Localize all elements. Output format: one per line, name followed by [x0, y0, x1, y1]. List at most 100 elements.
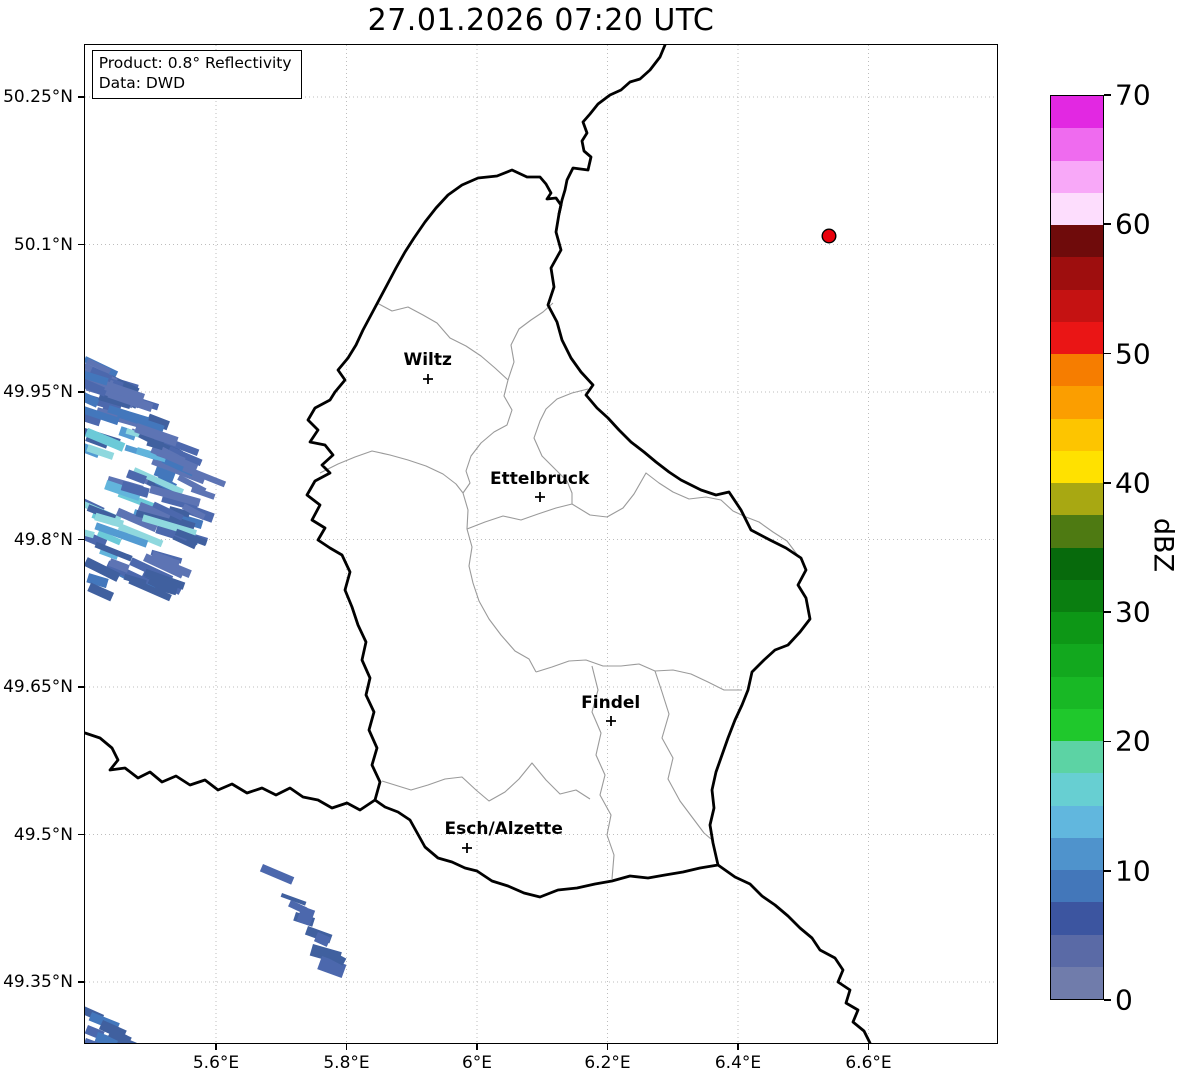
france-germany-border [716, 863, 872, 1043]
colorbar-segment [1051, 386, 1103, 419]
luxembourg-border [305, 168, 812, 899]
district-border [376, 302, 513, 494]
district-border [319, 450, 464, 494]
radar-echo-bin [280, 892, 307, 906]
data-source-line: Data: DWD [98, 74, 186, 93]
city-label-wiltz: Wiltz [403, 349, 452, 370]
colorbar-tick-mark [1104, 740, 1111, 743]
radar-echo-bin [148, 484, 201, 507]
radar-echo-bin [313, 931, 331, 947]
radar-echo-bin [84, 370, 109, 386]
radar-echo-bin [85, 443, 114, 460]
radar-echo-bin [106, 404, 149, 425]
radar-echo-bin [146, 437, 164, 450]
colorbar-tick-label: 50 [1115, 337, 1151, 371]
colorbar-segment [1051, 805, 1103, 838]
radar-echo-bin [84, 1037, 101, 1043]
radar-echo-bin [329, 951, 347, 966]
radar-echo-cluster-south [259, 863, 347, 978]
radar-echo-bin [93, 512, 124, 528]
colorbar-tick-mark [1104, 352, 1111, 355]
x-tick-label: 5.6°E [192, 1053, 240, 1073]
colorbar-segment [1051, 289, 1103, 322]
city-plus-marker [605, 715, 616, 726]
colorbar-segment [1051, 612, 1103, 645]
colorbar-unit-label: dBZ [1147, 517, 1179, 573]
radar-echo-bin [151, 501, 184, 521]
radar-echo-bin [167, 445, 203, 466]
district-border [533, 388, 588, 504]
radar-echo-bin [94, 541, 133, 562]
radar-echo-bin [97, 393, 131, 409]
district-border [591, 665, 615, 879]
colorbar-segment [1051, 773, 1103, 806]
radar-echo-bin [94, 522, 148, 548]
radar-echo-bin [84, 391, 100, 408]
x-tick-label: 5.8°E [323, 1053, 370, 1073]
map-plot-area: Product: 0.8° Reflectivity Data: DWD Wil… [83, 43, 998, 1044]
city-plus-marker [461, 842, 472, 853]
colorbar-segment [1051, 450, 1103, 483]
radar-echo-bin [132, 466, 184, 495]
colorbar-segment [1051, 257, 1103, 290]
radar-echo-bin [85, 358, 111, 374]
radar-echo-bin [168, 505, 190, 518]
grid-lines [84, 44, 997, 1043]
district-border [654, 670, 712, 840]
colorbar-segment [1051, 966, 1103, 999]
x-tick-mark [476, 1044, 478, 1051]
radar-echo-bin [107, 557, 130, 573]
country-borders [84, 44, 872, 1043]
radar-echo-bin [150, 445, 198, 472]
colorbar-tick-mark [1104, 94, 1111, 96]
colorbar-segment [1051, 483, 1103, 516]
district-border [381, 762, 590, 802]
radar-echo-bin [120, 480, 150, 498]
city-plus-marker [422, 373, 433, 384]
colorbar-tick-label: 40 [1115, 466, 1151, 500]
city-plus-marker [534, 491, 545, 502]
colorbar-tick-label: 20 [1115, 724, 1151, 758]
radar-echo-bin [153, 465, 176, 482]
colorbar-segments [1051, 96, 1103, 999]
belgium-germany-border [557, 44, 667, 216]
y-tick-label: 49.65°N [3, 677, 73, 697]
radar-echo-bin [84, 556, 121, 582]
y-tick-label: 49.5°N [13, 824, 73, 845]
radar-echo-bin [84, 435, 108, 449]
radar-echo-bin [94, 1031, 123, 1043]
colorbar-tick-label: 10 [1115, 854, 1151, 888]
radar-echo-bin [150, 457, 206, 484]
y-tick-mark [77, 391, 84, 393]
colorbar-segment [1051, 644, 1103, 677]
radar-echo-bin [84, 526, 95, 538]
y-tick-mark [77, 833, 84, 836]
colorbar-segment [1051, 225, 1103, 258]
colorbar-segment [1051, 708, 1103, 741]
colorbar-segment [1051, 676, 1103, 709]
radar-echo-bin [115, 507, 158, 532]
x-tick-label: 6.2°E [584, 1053, 631, 1073]
colorbar-segment [1051, 837, 1103, 870]
colorbar-tick-mark [1104, 223, 1111, 226]
y-tick-mark [77, 686, 84, 688]
colorbar-tick-label: 70 [1115, 78, 1151, 112]
radar-echo-bin [125, 469, 147, 484]
y-tick-mark [77, 96, 84, 98]
colorbar-tick-mark [1104, 869, 1111, 872]
x-tick-mark [737, 1044, 739, 1051]
colorbar-tick-label: 30 [1115, 595, 1151, 629]
colorbar-segment [1051, 418, 1103, 451]
city-label-findel: Findel [581, 692, 641, 713]
radar-echo-bin [142, 553, 185, 579]
radar-echo-bin [150, 550, 173, 565]
colorbar-tick-mark [1104, 611, 1111, 613]
colorbar-tick-mark [1104, 482, 1111, 484]
colorbar [1050, 95, 1104, 1000]
radar-echo-bin [117, 522, 164, 547]
colorbar-segment [1051, 128, 1103, 161]
colorbar-segment [1051, 321, 1103, 354]
y-tick-label: 49.95°N [3, 382, 73, 402]
radar-echo-bin [135, 446, 167, 462]
y-tick-label: 50.25°N [3, 87, 73, 107]
